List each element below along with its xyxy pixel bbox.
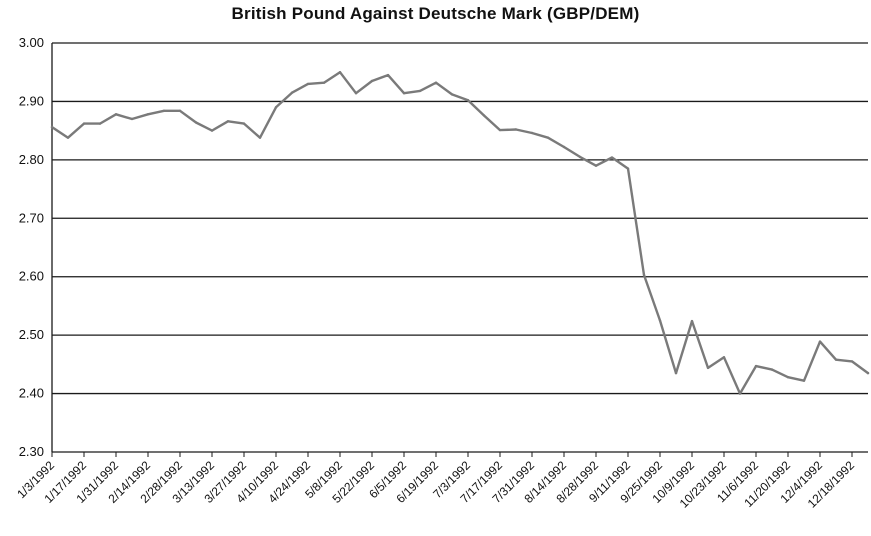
y-tick-label: 2.60 bbox=[19, 269, 44, 284]
data-point bbox=[162, 109, 166, 112]
data-point bbox=[770, 368, 774, 371]
data-point bbox=[850, 360, 854, 363]
data-point bbox=[498, 128, 502, 132]
data-point bbox=[354, 92, 358, 95]
y-tick-label: 2.30 bbox=[19, 444, 44, 459]
data-point bbox=[226, 120, 230, 123]
data-point bbox=[418, 89, 422, 93]
y-tick-label: 2.90 bbox=[19, 93, 44, 108]
data-point bbox=[546, 136, 550, 139]
data-point bbox=[818, 340, 822, 343]
data-point bbox=[834, 358, 838, 361]
y-tick-label: 3.00 bbox=[19, 35, 44, 50]
data-point bbox=[754, 364, 758, 368]
data-point bbox=[178, 109, 182, 112]
data-point bbox=[274, 106, 278, 109]
data-point bbox=[434, 81, 438, 84]
data-point bbox=[530, 131, 534, 135]
data-point bbox=[322, 81, 326, 84]
data-point bbox=[306, 82, 310, 86]
data-point bbox=[514, 128, 518, 131]
data-point bbox=[482, 114, 486, 117]
data-point bbox=[610, 156, 614, 159]
data-point bbox=[562, 145, 566, 149]
y-tick-label: 2.70 bbox=[19, 210, 44, 225]
data-point bbox=[722, 356, 726, 359]
data-point bbox=[642, 273, 646, 277]
data-point bbox=[50, 125, 54, 129]
data-point bbox=[802, 379, 806, 382]
data-point bbox=[338, 71, 342, 74]
data-point bbox=[786, 376, 790, 379]
data-point bbox=[402, 92, 406, 95]
data-point bbox=[258, 136, 262, 139]
data-point bbox=[66, 136, 70, 139]
data-point bbox=[386, 73, 390, 77]
data-point bbox=[98, 122, 102, 125]
data-point bbox=[194, 121, 198, 124]
data-point bbox=[82, 122, 86, 125]
y-tick-label: 2.80 bbox=[19, 152, 44, 167]
gbp-dem-series-line bbox=[50, 70, 870, 395]
data-point bbox=[658, 319, 662, 322]
data-point bbox=[594, 164, 598, 167]
y-tick-label: 2.40 bbox=[19, 386, 44, 401]
data-point bbox=[690, 319, 694, 323]
chart-title: British Pound Against Deutsche Mark (GBP… bbox=[231, 4, 640, 23]
data-point bbox=[866, 371, 870, 375]
y-tick-label: 2.50 bbox=[19, 327, 44, 342]
data-point bbox=[706, 366, 710, 370]
data-point bbox=[578, 155, 582, 159]
data-point bbox=[738, 392, 742, 395]
data-point bbox=[466, 99, 470, 102]
data-point bbox=[450, 93, 454, 96]
data-point bbox=[114, 113, 118, 116]
data-point bbox=[370, 79, 374, 83]
data-point bbox=[290, 91, 294, 94]
data-point bbox=[626, 167, 630, 170]
data-point bbox=[210, 129, 214, 132]
data-point bbox=[242, 122, 246, 125]
data-point bbox=[130, 117, 134, 121]
data-point bbox=[674, 371, 678, 375]
data-point bbox=[146, 113, 150, 116]
